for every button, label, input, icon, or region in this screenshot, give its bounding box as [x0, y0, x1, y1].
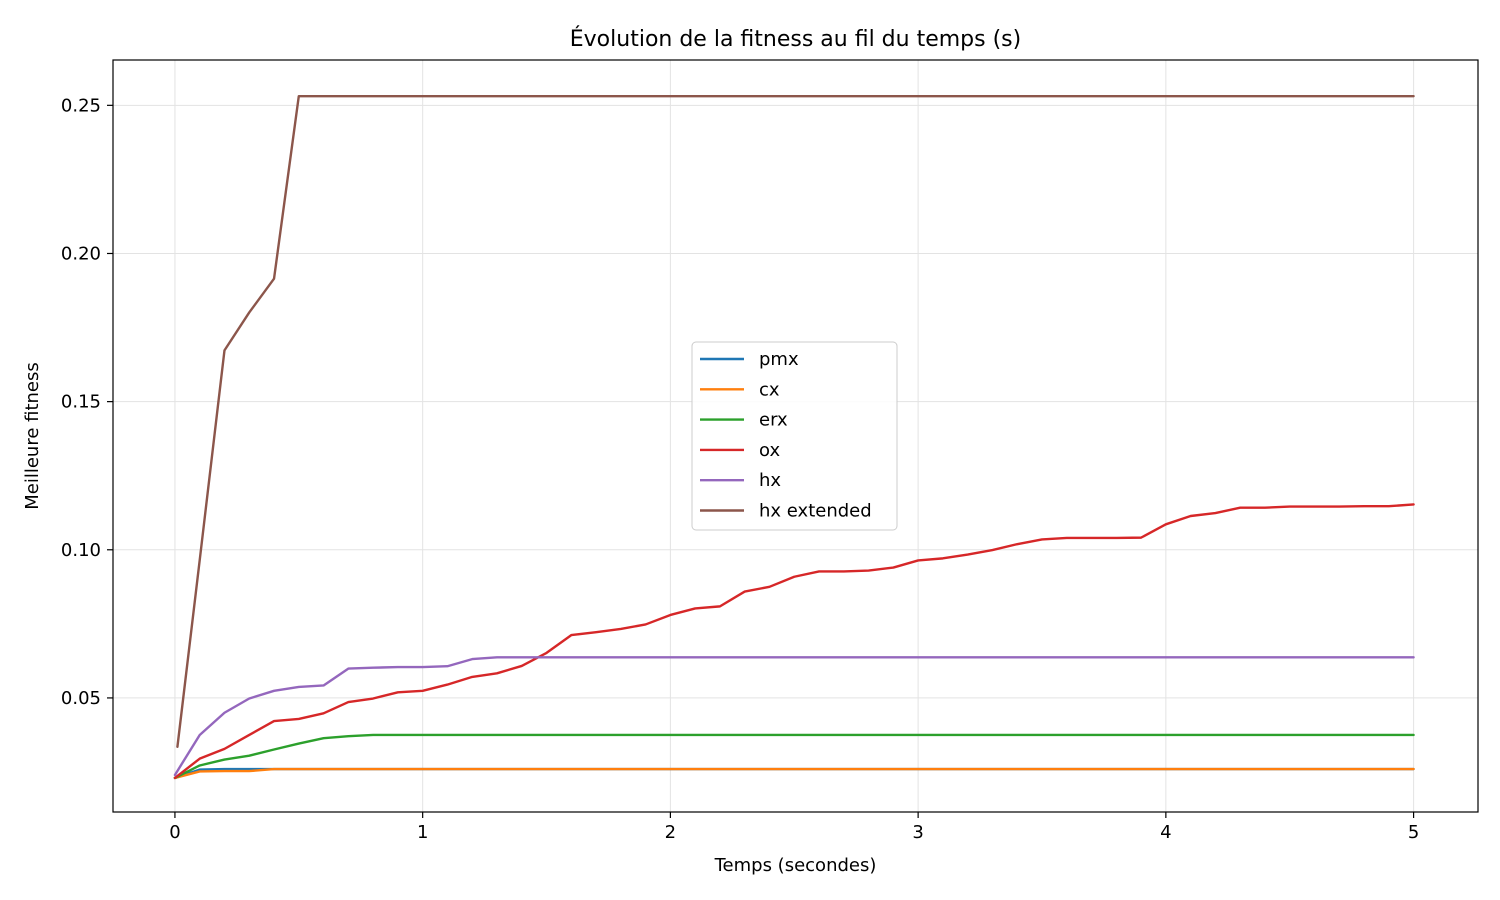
x-tick-label: 2 — [665, 822, 676, 843]
y-tick-label: 0.15 — [61, 392, 101, 413]
x-tick-label: 0 — [169, 822, 180, 843]
y-tick-label: 0.10 — [61, 540, 101, 561]
chart-title: Évolution de la fitness au fil du temps … — [570, 26, 1021, 52]
x-tick-label: 1 — [417, 822, 428, 843]
series-lines — [173, 94, 1415, 780]
y-tick-label: 0.20 — [61, 243, 101, 264]
series-line-cx — [173, 767, 1415, 780]
y-tick-label: 0.25 — [61, 95, 101, 116]
legend-items: pmx cx erx ox hx hx extended — [700, 349, 872, 522]
y-tick-label: 0.05 — [61, 688, 101, 709]
legend-label-hx: hx — [759, 470, 781, 491]
legend-label-hx-extended: hx extended — [759, 501, 872, 522]
axis-ticks: 0 1 2 3 4 5 0.05 0.10 0.15 0.20 0.25 — [61, 95, 1419, 843]
legend-label-ox: ox — [759, 440, 780, 461]
legend-label-pmx: pmx — [759, 349, 799, 370]
series-line-ox — [173, 503, 1415, 780]
x-axis-label: Temps (secondes) — [714, 855, 877, 876]
y-axis-label: Meilleure fitness — [22, 362, 43, 510]
legend-label-erx: erx — [759, 410, 788, 431]
series-line-hx — [173, 656, 1415, 777]
series-line-erx — [173, 733, 1415, 780]
x-tick-label: 5 — [1408, 822, 1419, 843]
grid-lines — [113, 60, 1478, 812]
legend: pmx cx erx ox hx hx extended — [691, 341, 898, 531]
legend-label-cx: cx — [759, 379, 780, 400]
x-tick-label: 3 — [912, 822, 923, 843]
x-tick-label: 4 — [1160, 822, 1171, 843]
plot-area-frame — [112, 59, 1479, 813]
series-line-hx-extended — [176, 94, 1415, 749]
